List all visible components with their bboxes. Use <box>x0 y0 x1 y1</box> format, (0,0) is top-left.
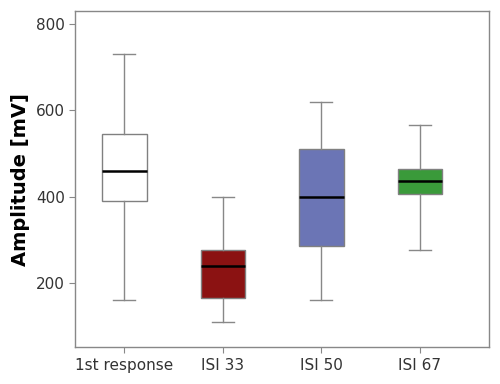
PathPatch shape <box>398 169 442 194</box>
Y-axis label: Amplitude [mV]: Amplitude [mV] <box>11 93 30 266</box>
PathPatch shape <box>102 134 146 201</box>
PathPatch shape <box>299 149 344 246</box>
PathPatch shape <box>200 250 245 298</box>
